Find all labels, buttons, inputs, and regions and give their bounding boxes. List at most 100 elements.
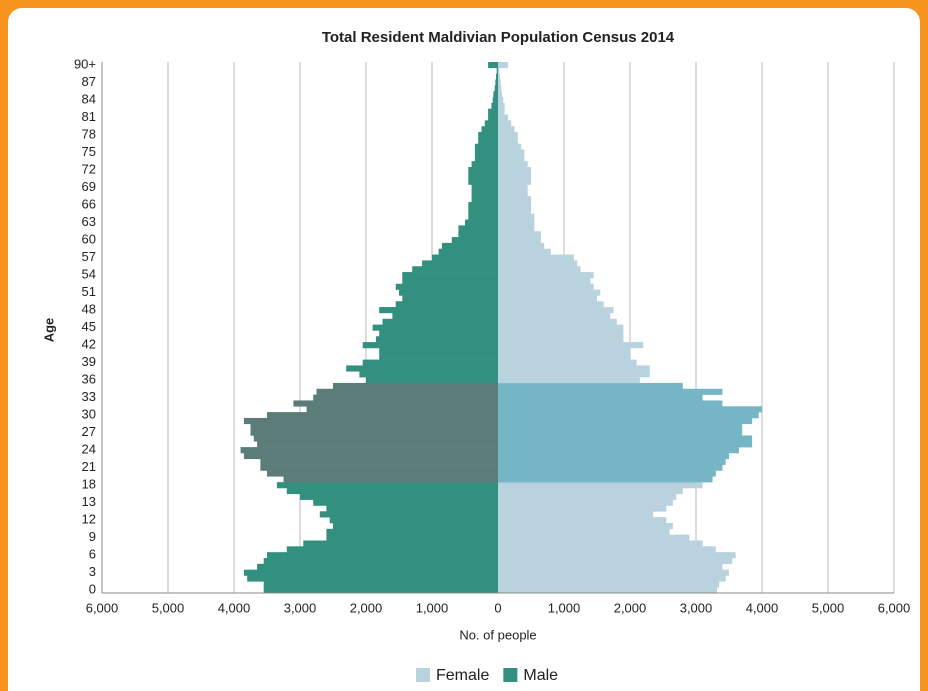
bar [286,487,498,495]
y-tick-label: 90+ [74,56,96,71]
bar [498,347,630,355]
bar [498,143,522,150]
bar [498,219,535,226]
y-tick-label: 63 [82,214,96,229]
bar [498,137,518,144]
bar [488,62,498,69]
bar [293,400,498,407]
bar [458,231,498,238]
bar [496,67,498,74]
x-tick-label: 5,000 [152,600,185,615]
bar [495,79,498,86]
bar [333,382,498,390]
bar [498,336,624,343]
bar [402,272,498,279]
y-tick-label: 21 [82,459,96,474]
bar [498,447,739,454]
bar [498,260,578,267]
x-tick-label: 1,000 [548,600,581,615]
bar [471,161,498,168]
chart-title: Total Resident Maldivian Population Cens… [322,29,675,46]
legend-swatch [503,668,518,682]
bar [498,575,726,582]
bar [498,196,531,203]
bar [498,441,753,448]
y-tick-label: 24 [82,441,96,456]
y-tick-label: 66 [82,196,96,211]
bar [498,511,654,518]
y-tick-label: 27 [82,424,96,439]
bar [240,447,498,454]
bar [333,522,498,530]
bar [498,178,531,185]
bar [359,371,498,378]
bar [498,359,637,366]
y-tick-label: 60 [82,231,96,246]
bar [498,330,624,337]
bar [498,517,667,524]
x-tick-label: 6,000 [86,600,119,615]
bar [498,417,753,425]
x-tick-label: 4,000 [746,600,779,615]
x-tick-label: 3,000 [680,600,713,615]
bar [326,528,498,535]
y-tick-label: 18 [82,476,96,491]
bar [267,412,498,419]
bar [329,517,498,524]
bar [498,67,500,74]
y-tick-label: 87 [82,74,96,89]
y-tick-label: 9 [89,529,96,544]
bar [326,534,498,541]
y-tick-label: 36 [82,371,96,386]
bar [498,394,703,401]
bar [498,429,743,436]
bar [313,499,498,506]
bar [468,202,498,209]
bar [498,435,753,442]
bar [493,91,498,98]
bar [498,400,723,407]
bar [498,301,604,308]
x-tick-label: 4,000 [218,600,251,615]
y-tick-label: 12 [82,511,96,526]
bar [481,126,498,133]
bar [362,342,498,349]
bar [498,62,508,69]
bar [346,365,498,372]
bar [471,190,498,197]
x-tick-label: 3,000 [284,600,317,615]
bar [267,470,498,477]
y-tick-label: 48 [82,301,96,316]
bar [498,464,723,471]
y-tick-label: 33 [82,389,96,404]
bar [498,324,624,331]
bar [243,452,498,460]
bar [253,435,498,442]
bar [243,569,498,576]
bar [498,225,535,232]
x-tick-label: 0 [494,600,501,615]
bar [498,295,597,302]
bar [382,318,498,325]
bar [326,505,498,512]
bar [498,231,541,238]
bar [498,546,716,553]
bar [375,336,498,343]
bar [498,528,670,535]
y-tick-label: 42 [82,336,96,351]
bar [498,120,512,127]
bar [498,377,640,384]
bar [300,493,498,500]
bar [366,377,498,384]
bar [498,482,703,489]
bar [498,283,594,290]
bar [498,522,673,530]
bar [471,184,498,191]
bar [250,423,498,430]
bar [468,207,498,215]
bar [498,102,505,109]
x-tick-label: 1,000 [416,600,449,615]
y-tick-label: 39 [82,354,96,369]
bar [276,482,498,489]
